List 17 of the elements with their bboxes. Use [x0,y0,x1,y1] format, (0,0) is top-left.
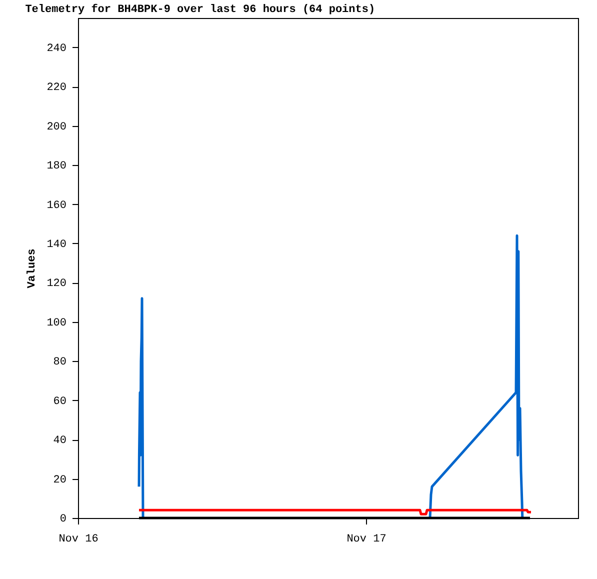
y-tick-label: 40 [53,435,66,448]
y-tick-label: 20 [53,474,66,486]
y-tick-label: 220 [46,82,66,94]
y-tick-label: 180 [46,160,66,173]
x-tick-label: Nov 16 [58,534,98,546]
y-tick-label: 240 [46,42,66,55]
y-tick-label: 200 [46,121,66,134]
y-axis-title: Values [26,248,39,288]
y-tick-label: 160 [46,200,66,212]
y-tick-label: 60 [53,396,66,408]
chart-title: Telemetry for BH4BPK-9 over last 96 hours (64 points) [25,3,376,16]
x-tick-label: Nov 17 [346,534,386,546]
y-tick-label: 100 [46,317,66,330]
y-tick-label: 80 [53,356,66,369]
y-tick-label: 120 [46,278,66,290]
y-tick-label: 140 [46,238,66,251]
y-tick-label: 0 [60,514,66,526]
